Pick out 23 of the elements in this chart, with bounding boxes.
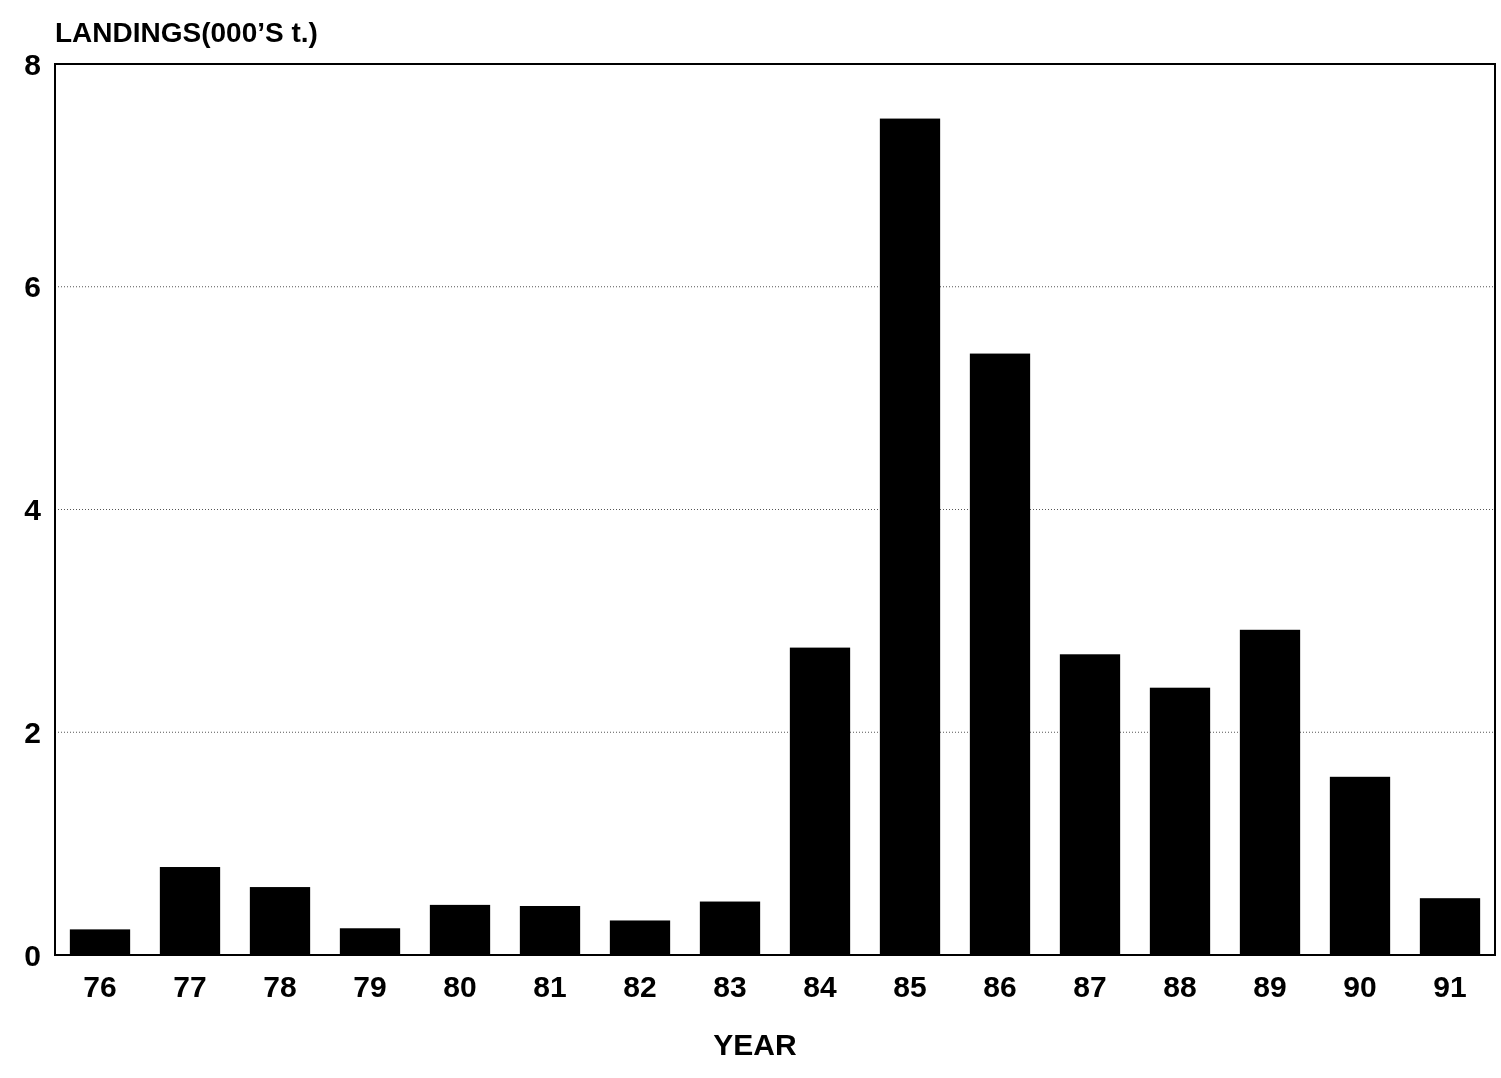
y-tick-label: 0: [24, 938, 41, 972]
x-tick-label: 85: [893, 970, 927, 1003]
x-tick-label: 90: [1343, 970, 1377, 1003]
x-tick-label: 87: [1073, 970, 1107, 1003]
x-tick-label: 83: [713, 970, 747, 1003]
x-tick-label: 78: [263, 970, 297, 1003]
y-tick-label: 4: [24, 493, 42, 526]
x-tick-label: 81: [533, 970, 567, 1003]
y-tick-label: 2: [24, 715, 41, 749]
x-tick-label: 86: [983, 970, 1017, 1003]
y-tick-label: 8: [24, 47, 41, 81]
y-tick-label: 6: [24, 270, 41, 304]
x-tick-label: 89: [1253, 970, 1287, 1003]
x-tick-label: 82: [623, 970, 657, 1003]
x-tick-label: 80: [443, 970, 477, 1003]
x-tick-label: 77: [173, 970, 207, 1003]
x-axis-title: YEAR: [713, 1028, 797, 1061]
x-tick-label: 79: [353, 970, 387, 1003]
y-axis-title: LANDINGS(000’S t.): [55, 17, 318, 48]
x-tick-label: 76: [83, 970, 117, 1003]
x-tick-label: 91: [1433, 970, 1467, 1003]
x-tick-label: 88: [1163, 970, 1197, 1003]
x-tick-label: 84: [803, 970, 837, 1003]
